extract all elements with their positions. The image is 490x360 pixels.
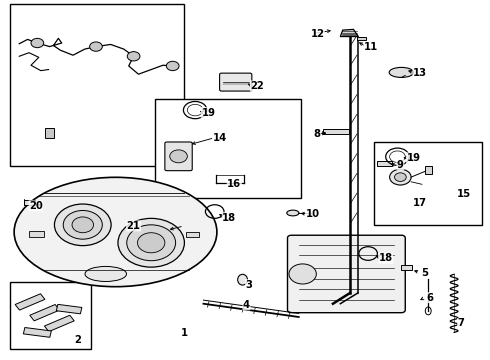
Circle shape [289, 264, 317, 284]
Bar [323, 129, 348, 134]
Text: 1: 1 [180, 328, 188, 338]
Bar [401, 265, 412, 270]
Circle shape [390, 169, 411, 185]
Bar [357, 37, 366, 40]
Polygon shape [30, 305, 60, 321]
Circle shape [72, 217, 94, 233]
Polygon shape [340, 30, 358, 37]
Polygon shape [56, 304, 82, 314]
Bar [374, 142, 482, 225]
Circle shape [138, 233, 165, 253]
Text: 2: 2 [74, 334, 81, 345]
Text: 16: 16 [227, 179, 241, 189]
Text: 12: 12 [310, 29, 324, 39]
FancyBboxPatch shape [288, 235, 405, 313]
Bar [10, 4, 184, 166]
Circle shape [31, 39, 44, 48]
Circle shape [170, 150, 187, 163]
Bar [155, 99, 301, 198]
Bar [377, 161, 392, 166]
Text: 15: 15 [457, 189, 471, 199]
Text: 3: 3 [245, 280, 252, 290]
Text: 18: 18 [379, 253, 393, 263]
Circle shape [127, 51, 140, 61]
Text: 22: 22 [250, 81, 264, 91]
Text: 8: 8 [314, 129, 321, 139]
Text: 20: 20 [29, 201, 43, 211]
Text: 6: 6 [426, 293, 433, 303]
FancyBboxPatch shape [165, 142, 192, 171]
Text: 14: 14 [213, 133, 227, 143]
Bar [425, 166, 432, 174]
Text: 18: 18 [222, 213, 237, 222]
Ellipse shape [14, 177, 217, 287]
Polygon shape [45, 315, 74, 332]
Text: 11: 11 [364, 42, 378, 51]
Ellipse shape [389, 67, 414, 77]
Polygon shape [24, 328, 51, 337]
Circle shape [394, 173, 406, 181]
Text: 19: 19 [407, 153, 420, 163]
Text: 9: 9 [397, 160, 404, 170]
Text: 19: 19 [201, 108, 215, 118]
Text: 7: 7 [458, 319, 465, 328]
Circle shape [90, 42, 102, 51]
Ellipse shape [238, 274, 247, 285]
Bar [29, 231, 44, 237]
Bar [10, 282, 91, 348]
Bar [186, 231, 198, 237]
Text: 10: 10 [305, 209, 319, 219]
Text: 13: 13 [413, 68, 427, 78]
Ellipse shape [85, 266, 126, 282]
Bar [45, 128, 54, 138]
Text: 5: 5 [421, 267, 428, 278]
Bar [24, 201, 35, 205]
Circle shape [118, 219, 184, 267]
Circle shape [54, 204, 111, 246]
FancyBboxPatch shape [220, 73, 252, 91]
Circle shape [166, 61, 179, 71]
Polygon shape [15, 294, 45, 310]
Circle shape [63, 211, 102, 239]
Circle shape [127, 225, 175, 261]
Ellipse shape [287, 210, 299, 216]
Text: 21: 21 [126, 221, 141, 231]
Text: 4: 4 [243, 300, 250, 310]
Text: 17: 17 [413, 198, 427, 208]
